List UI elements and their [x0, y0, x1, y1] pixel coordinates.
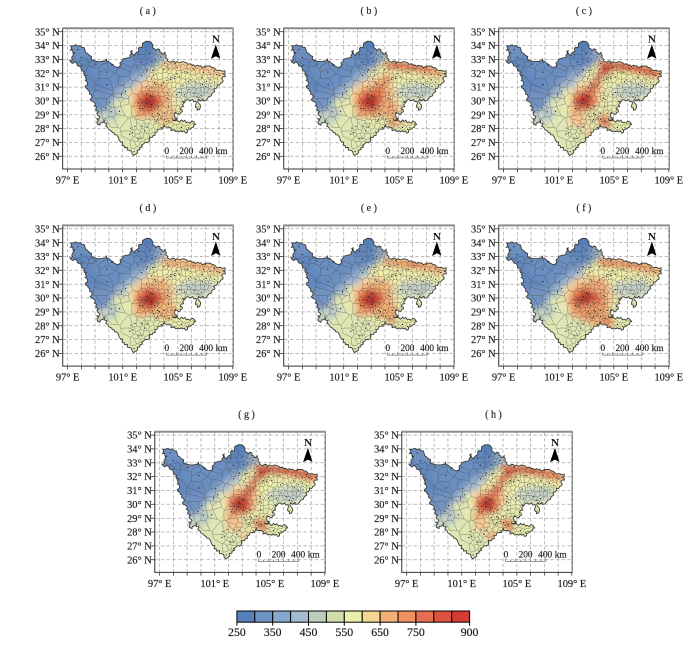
- svg-text:( b ): ( b ): [361, 6, 378, 17]
- svg-text:( a ): ( a ): [140, 6, 156, 17]
- svg-text:350: 350: [264, 625, 282, 639]
- svg-text:750: 750: [407, 625, 425, 639]
- svg-text:450: 450: [300, 625, 318, 639]
- svg-text:650: 650: [371, 625, 389, 639]
- svg-text:( g ): ( g ): [238, 410, 255, 421]
- svg-text:900: 900: [461, 625, 479, 639]
- svg-text:( e ): ( e ): [361, 203, 377, 214]
- svg-text:( d ): ( d ): [140, 203, 157, 214]
- svg-text:( c ): ( c ): [576, 6, 592, 17]
- svg-text:( f ): ( f ): [576, 203, 591, 214]
- svg-text:250: 250: [228, 625, 246, 639]
- svg-text:550: 550: [335, 625, 353, 639]
- svg-text:( h ): ( h ): [485, 410, 502, 421]
